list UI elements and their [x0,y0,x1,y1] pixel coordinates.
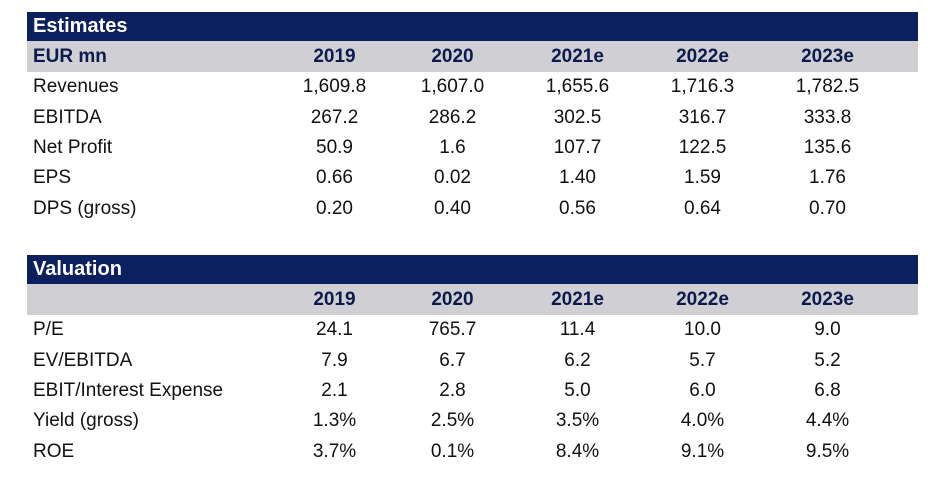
estimates-title: Estimates [27,12,918,41]
table-cell: 0.70 [809,197,846,219]
table-cell: 1.59 [684,167,721,189]
table-cell: 8.4% [555,440,600,462]
valuation-table: Valuation 2019 2020 2021e 2022e 2023e P/… [27,255,918,467]
table-row-ebit-interest: EBIT/Interest Expense 2.1 2.8 5.0 6.0 6.… [27,376,918,406]
table-cell: 0.66 [316,167,353,189]
table-cell: 333.8 [803,106,852,128]
table-cell: 6.8 [814,379,841,401]
row-label: P/E [33,319,64,341]
table-cell: 135.6 [803,136,852,158]
table-row-net-profit: Net Profit 50.9 1.6 107.7 122.5 135.6 [27,133,918,163]
table-cell: 765.7 [428,319,477,341]
table-row-pe: P/E 24.1 765.7 11.4 10.0 9.0 [27,315,918,345]
year-header: 2019 [313,45,356,67]
table-cell: 6.2 [564,349,591,371]
table-row-yield: Yield (gross) 1.3% 2.5% 3.5% 4.0% 4.4% [27,406,918,436]
valuation-title: Valuation [27,255,918,284]
row-label: EBIT/Interest Expense [33,379,224,401]
table-cell: 2.8 [439,379,466,401]
table-cell: 3.5% [555,410,600,432]
estimates-table: Estimates EUR mn 2019 2020 2021e 2022e 2… [27,12,918,224]
table-cell: 1,655.6 [545,76,610,98]
unit-label: EUR mn [33,45,107,67]
table-cell: 3.7% [312,440,357,462]
year-header: 2022e [676,45,729,67]
row-label: Revenues [33,76,119,98]
table-row-eps: EPS 0.66 0.02 1.40 1.59 1.76 [27,163,918,193]
year-header: 2023e [801,288,854,310]
table-cell: 0.64 [684,197,721,219]
table-cell: 1.6 [439,136,466,158]
table-cell: 122.5 [678,136,727,158]
table-cell: 10.0 [684,319,721,341]
table-row-ebitda: EBITDA 267.2 286.2 302.5 316.7 333.8 [27,102,918,132]
year-header: 2021e [551,288,604,310]
table-cell: 6.7 [439,349,466,371]
year-header: 2022e [676,288,729,310]
table-cell: 107.7 [553,136,602,158]
row-label: Net Profit [33,136,113,158]
table-cell: 5.2 [814,349,841,371]
table-cell: 9.0 [814,319,841,341]
table-cell: 1,716.3 [670,76,735,98]
table-cell: 1.76 [809,167,846,189]
table-row-dps: DPS (gross) 0.20 0.40 0.56 0.64 0.70 [27,194,918,224]
table-cell: 286.2 [428,106,477,128]
table-row-roe: ROE 3.7% 0.1% 8.4% 9.1% 9.5% [27,437,918,467]
year-header: 2020 [431,288,474,310]
table-row-revenues: Revenues 1,609.8 1,607.0 1,655.6 1,716.3… [27,72,918,102]
table-cell: 0.40 [434,197,471,219]
table-cell: 1,609.8 [302,76,367,98]
row-label: EBITDA [33,106,102,128]
table-cell: 9.1% [680,440,725,462]
table-cell: 11.4 [559,319,596,341]
table-cell: 0.56 [559,197,596,219]
year-header: 2023e [801,45,854,67]
table-cell: 316.7 [678,106,727,128]
row-label: EPS [33,167,72,189]
table-cell: 2.1 [321,379,348,401]
year-header: 2021e [551,45,604,67]
table-row-ev-ebitda: EV/EBITDA 7.9 6.7 6.2 5.7 5.2 [27,345,918,375]
row-label: EV/EBITDA [33,349,133,371]
table-cell: 5.0 [564,379,591,401]
row-label: Yield (gross) [33,410,139,432]
table-cell: 1.3% [312,410,357,432]
year-header: 2019 [313,288,356,310]
table-cell: 1,782.5 [795,76,860,98]
table-cell: 0.02 [434,167,471,189]
table-cell: 267.2 [310,106,359,128]
table-cell: 0.20 [316,197,353,219]
table-cell: 302.5 [553,106,602,128]
estimates-header-row: EUR mn 2019 2020 2021e 2022e 2023e [27,41,918,72]
table-cell: 2.5% [430,410,475,432]
table-cell: 4.0% [680,410,725,432]
valuation-header-row: 2019 2020 2021e 2022e 2023e [27,284,918,315]
table-cell: 5.7 [689,349,716,371]
table-cell: 7.9 [321,349,348,371]
table-cell: 4.4% [805,410,850,432]
row-label: DPS (gross) [33,197,137,219]
row-label: ROE [33,440,75,462]
year-header: 2020 [431,45,474,67]
table-cell: 0.1% [430,440,475,462]
table-cell: 24.1 [316,319,353,341]
table-cell: 9.5% [805,440,850,462]
table-cell: 50.9 [316,136,353,158]
table-cell: 1.40 [559,167,596,189]
table-cell: 1,607.0 [420,76,485,98]
table-cell: 6.0 [689,379,716,401]
